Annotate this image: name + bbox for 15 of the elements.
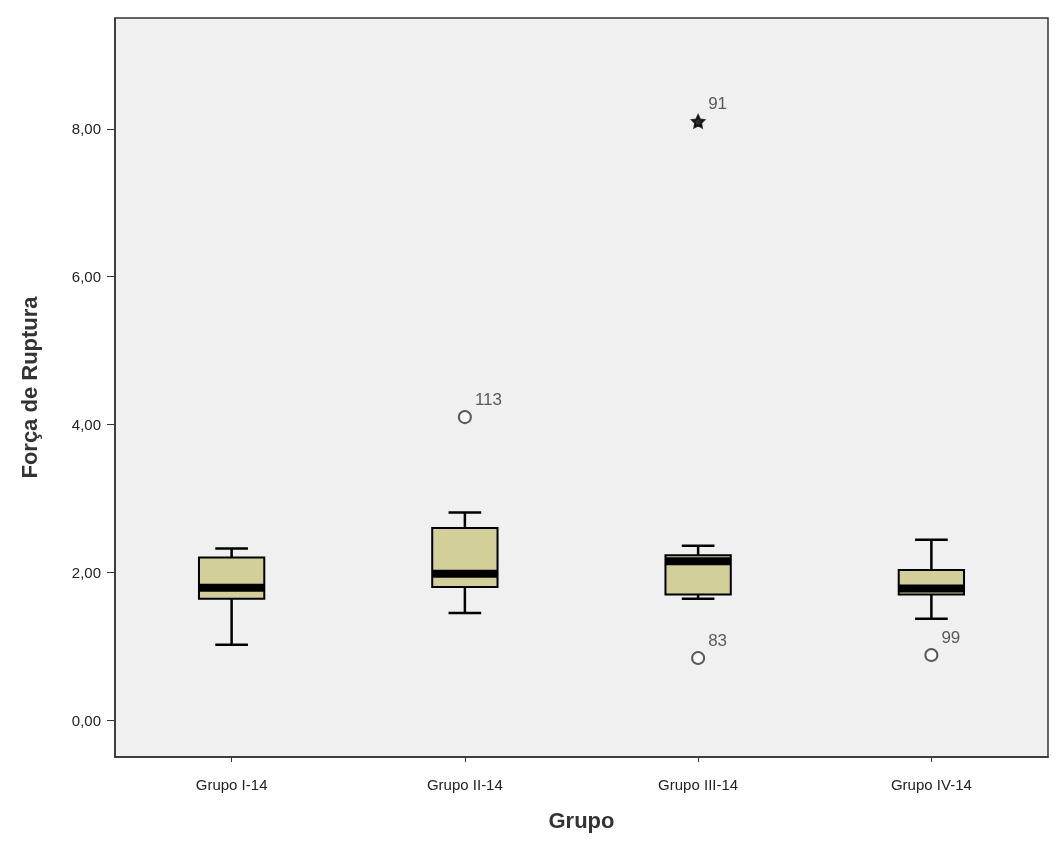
- y-tick-label: 6,00: [71, 268, 101, 286]
- y-axis-title: Força de Ruptura: [16, 295, 42, 479]
- x-axis-title: Grupo: [548, 807, 615, 833]
- y-tick-label: 8,00: [71, 120, 101, 138]
- x-tick-label: Grupo IV-14: [890, 776, 972, 793]
- x-tick-label: Grupo II-14: [426, 776, 503, 793]
- y-tick-label: 2,00: [71, 563, 101, 581]
- annotation: 83: [708, 630, 728, 650]
- x-tick-label: Grupo I-14: [195, 776, 268, 793]
- y-tick-label: 4,00: [71, 415, 101, 433]
- x-tick-label: Grupo III-14: [658, 776, 739, 793]
- annotation: 91: [708, 94, 728, 114]
- y-tick-label: 0,00: [71, 711, 101, 729]
- annotation: 99: [941, 628, 961, 648]
- annotation: 113: [474, 390, 502, 410]
